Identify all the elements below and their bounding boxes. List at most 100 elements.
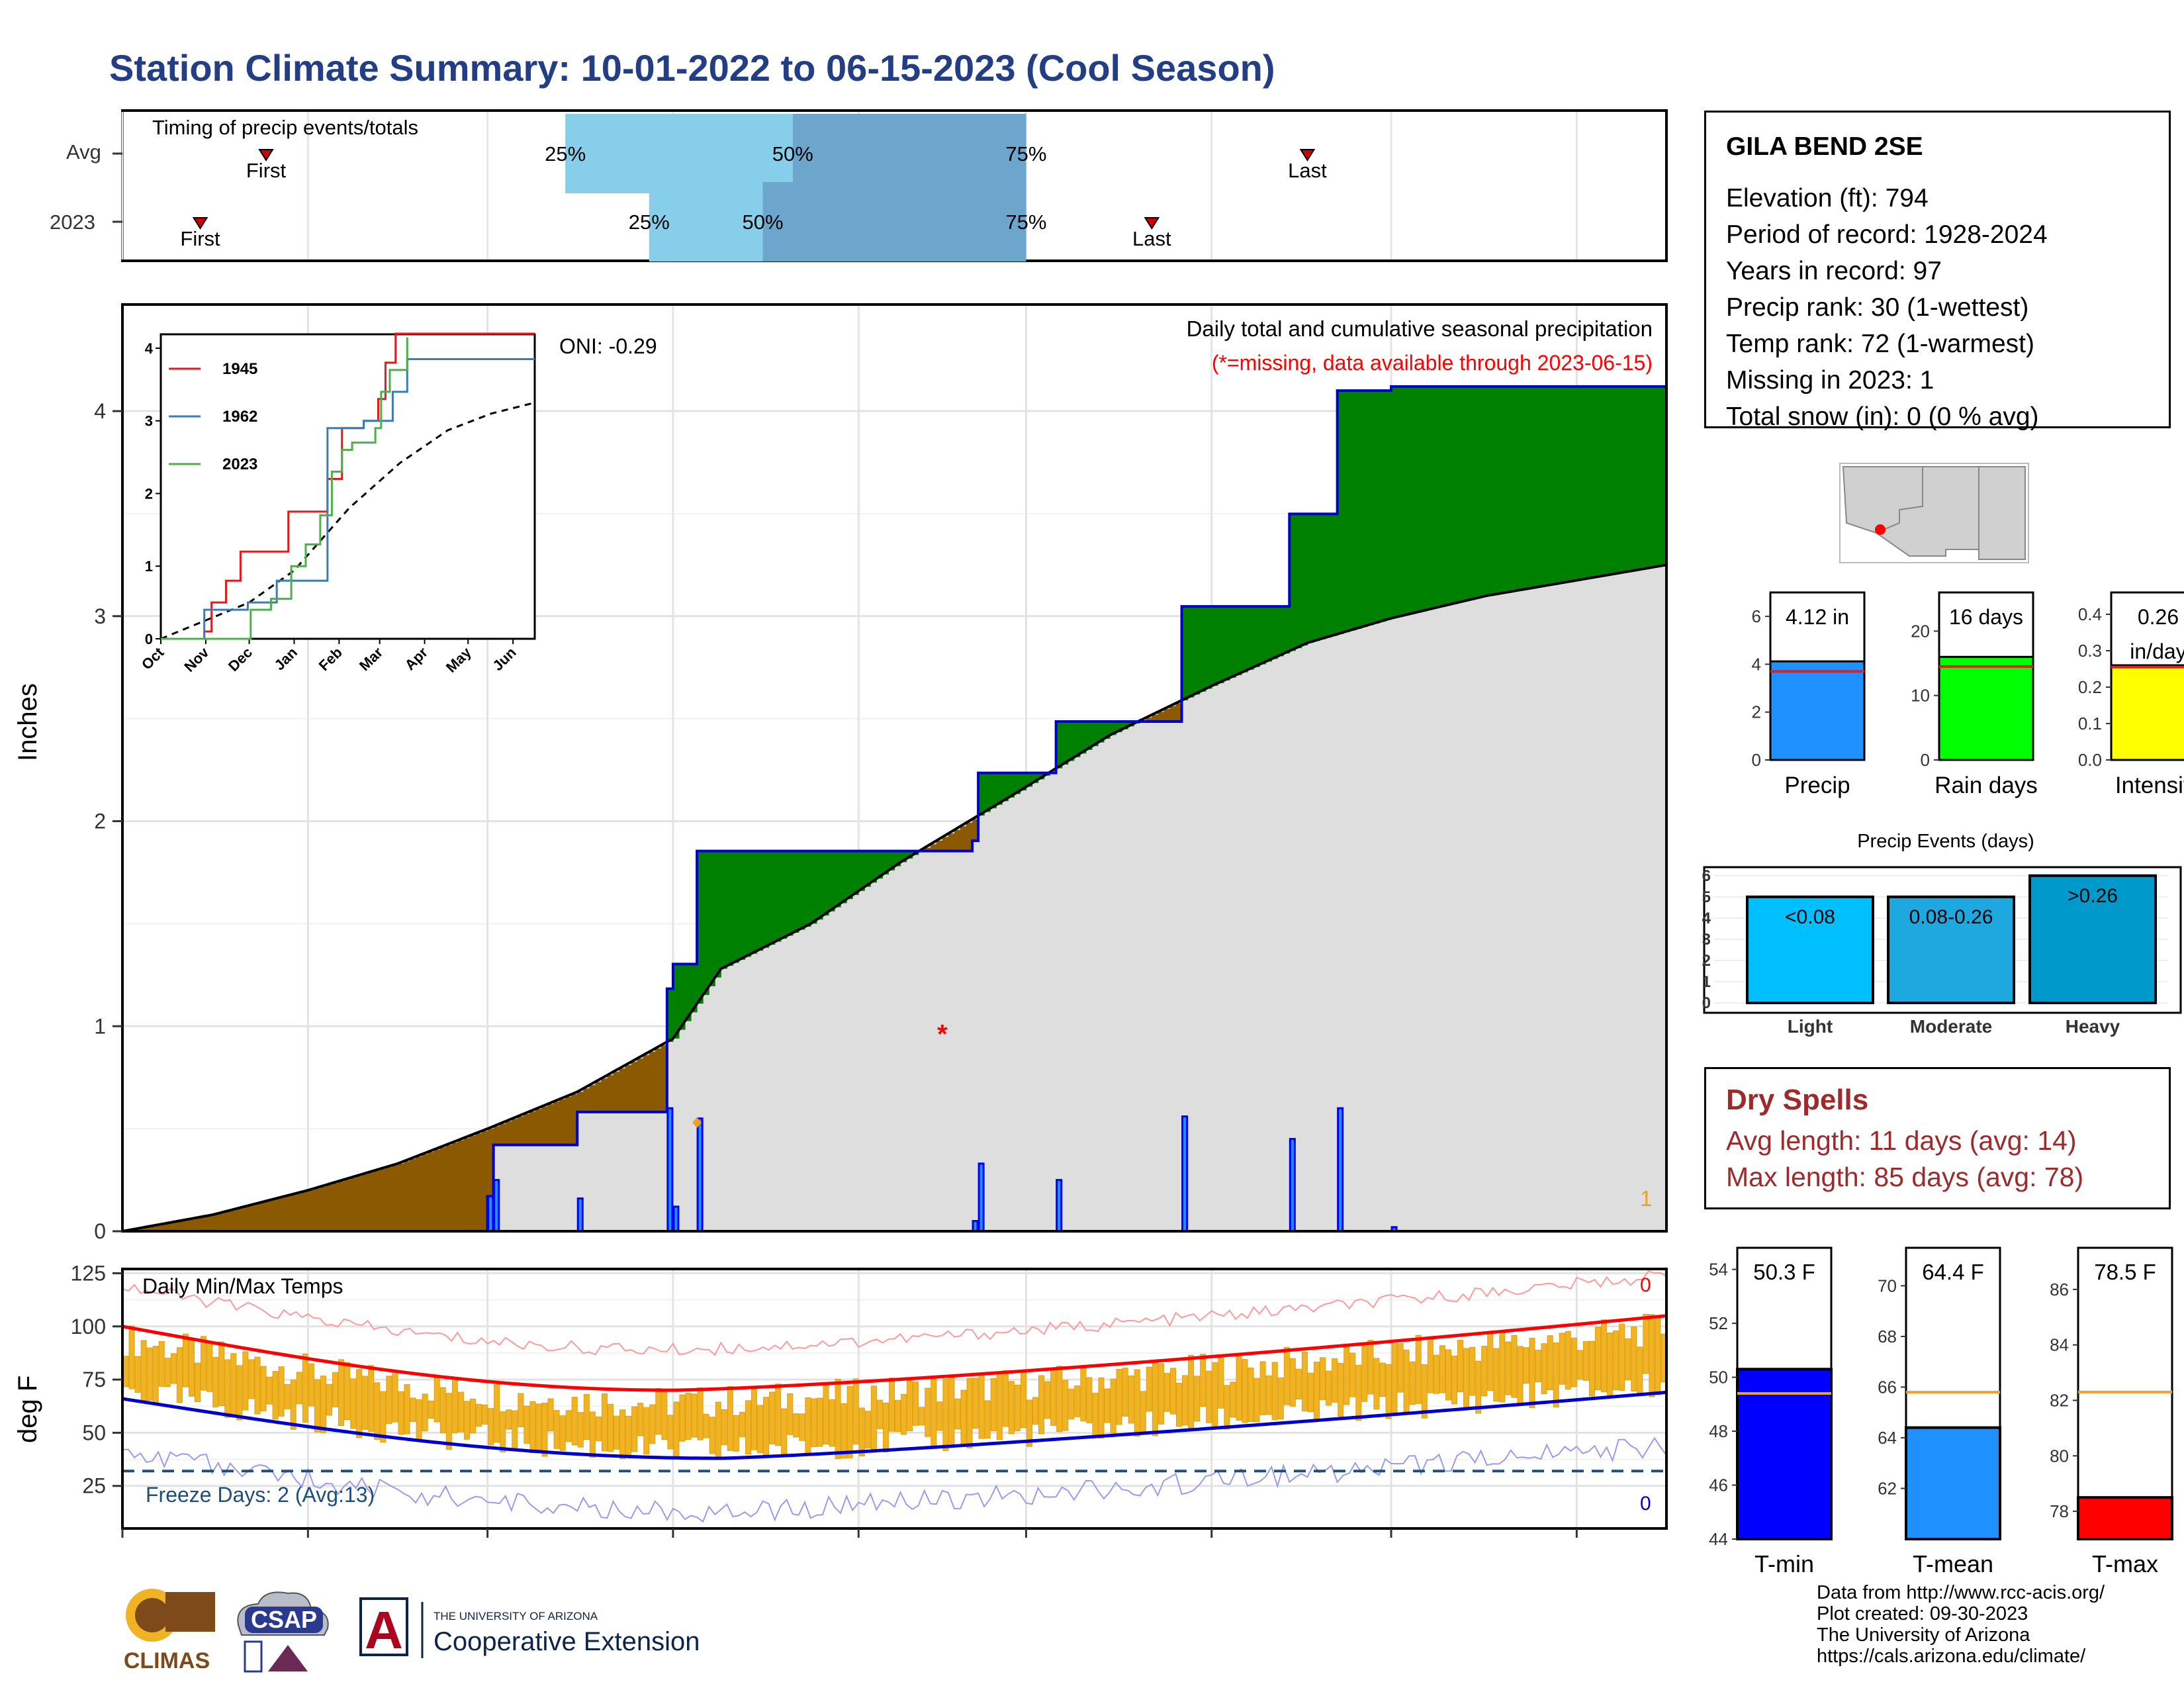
above-average-area xyxy=(1349,391,1356,631)
daily-temp-bar xyxy=(314,1379,320,1433)
mini-bar-value: 4.12 in xyxy=(1786,605,1849,629)
below-average-area xyxy=(164,1223,171,1231)
daily-temp-bar xyxy=(1409,1361,1416,1405)
daily-temp-bar xyxy=(457,1391,464,1432)
daily-temp-bar xyxy=(1511,1335,1518,1398)
above-average-area xyxy=(780,851,788,939)
temp-bar-label: T-max xyxy=(2092,1550,2158,1577)
timing-q50-q75 xyxy=(762,182,1026,261)
daily-temp-bar xyxy=(1613,1331,1619,1391)
mini-bar-precip xyxy=(1769,660,1866,761)
min-record-count: 0 xyxy=(1640,1493,1651,1515)
daily-temp-bar xyxy=(841,1403,847,1459)
tick-label: 0.3 xyxy=(2078,641,2102,661)
daily-temp-bar xyxy=(523,1405,530,1444)
tick-label: May xyxy=(443,643,475,675)
daily-temp-bar xyxy=(625,1415,632,1455)
daily-temp-bar xyxy=(1582,1341,1589,1381)
above-average-area xyxy=(841,851,847,904)
above-average-area xyxy=(1331,514,1338,636)
below-average-area xyxy=(158,1225,165,1231)
above-average-area xyxy=(990,773,997,809)
above-average-area xyxy=(715,851,721,978)
station-line: Period of record: 1928-2024 xyxy=(1726,220,2048,249)
tick-label: 3 xyxy=(94,604,106,628)
below-average-area xyxy=(170,1222,177,1231)
below-average-area xyxy=(385,1167,392,1231)
temp-bar-t-max xyxy=(2077,1496,2173,1540)
daily-temp-bar xyxy=(1421,1364,1428,1419)
above-average-area xyxy=(1307,514,1314,643)
daily-precip-bar xyxy=(487,1195,494,1233)
station-line: Missing in 2023: 1 xyxy=(1726,366,1934,395)
below-average-area xyxy=(397,1163,404,1231)
below-average-area xyxy=(595,1082,602,1112)
page-title: Station Climate Summary: 10-01-2022 to 0… xyxy=(109,47,1275,89)
below-average-area xyxy=(355,1176,363,1231)
above-average-area xyxy=(1379,391,1386,622)
tick-label: 5 xyxy=(1702,888,1711,906)
above-average-area xyxy=(685,964,692,1021)
daily-temp-bar xyxy=(715,1401,721,1458)
above-average-area xyxy=(1343,391,1350,633)
above-average-area xyxy=(1008,773,1015,798)
above-average-area xyxy=(1361,391,1368,628)
trace-marker xyxy=(692,1117,702,1128)
daily-temp-bar xyxy=(488,1408,494,1445)
above-average-area xyxy=(1062,721,1069,765)
daily-temp-bar xyxy=(925,1387,931,1437)
record-high-line xyxy=(122,1270,1667,1356)
tick-label: 78 xyxy=(2050,1501,2069,1521)
tick-label: 2 xyxy=(1702,952,1711,970)
below-average-area xyxy=(284,1196,291,1231)
below-average-area xyxy=(1158,712,1165,722)
daily-temp-bar xyxy=(931,1379,937,1448)
daily-temp-bar xyxy=(882,1403,889,1453)
daily-temp-bar xyxy=(1158,1363,1164,1425)
svg-text:CSAP: CSAP xyxy=(251,1606,317,1633)
daily-temp-bar xyxy=(1212,1362,1218,1429)
above-average-area xyxy=(846,851,853,900)
daily-temp-bar xyxy=(583,1393,590,1440)
daily-temp-bar xyxy=(1050,1368,1057,1426)
daily-temp-bar xyxy=(1002,1370,1009,1427)
tick-label: 46 xyxy=(1709,1476,1728,1495)
daily-temp-bar xyxy=(284,1384,291,1409)
above-average-area xyxy=(709,851,715,986)
daily-temp-bar xyxy=(613,1415,620,1450)
daily-temp-bar xyxy=(811,1398,817,1448)
above-average-area xyxy=(1073,721,1081,757)
daily-temp-bar xyxy=(176,1347,183,1403)
below-average-area xyxy=(445,1145,452,1231)
below-average-area xyxy=(1169,706,1177,722)
above-average-area xyxy=(1002,773,1009,802)
above-average-area xyxy=(672,964,680,1039)
daily-temp-bar xyxy=(1457,1340,1464,1393)
above-average-area xyxy=(864,851,871,887)
above-average-area xyxy=(1097,721,1105,743)
daily-temp-bar xyxy=(518,1393,524,1428)
below-average-area xyxy=(302,1192,308,1231)
daily-temp-bar xyxy=(206,1343,213,1392)
above-average-area xyxy=(1181,606,1189,700)
daily-temp-bar xyxy=(1553,1342,1559,1408)
timing-marker xyxy=(192,217,208,230)
below-average-area xyxy=(553,1102,560,1145)
above-average-area xyxy=(978,773,985,816)
daily-temp-bar xyxy=(913,1382,919,1426)
tick-label: Feb xyxy=(316,644,345,674)
below-average-area xyxy=(523,1113,530,1145)
tick-label: 48 xyxy=(1709,1421,1728,1441)
daily-temp-bar xyxy=(864,1411,871,1449)
tick-label: Dec xyxy=(225,644,255,675)
daily-temp-bar xyxy=(559,1415,566,1451)
daily-temp-bar xyxy=(170,1353,177,1384)
daily-temp-bar xyxy=(907,1380,913,1431)
daily-temp-bar xyxy=(1098,1377,1105,1438)
tick-label: 1 xyxy=(1702,973,1711,991)
below-average-area xyxy=(343,1179,351,1231)
above-average-area xyxy=(1504,386,1512,593)
daily-temp-bar xyxy=(1361,1343,1368,1402)
below-average-area xyxy=(361,1174,369,1231)
below-average-area xyxy=(541,1106,548,1145)
